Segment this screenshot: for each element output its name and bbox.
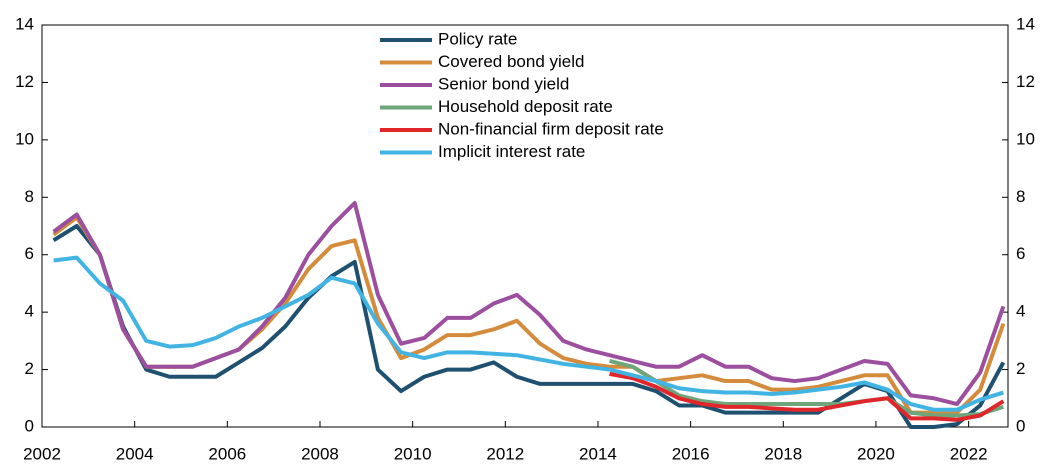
y-tick-label: 2 bbox=[25, 359, 34, 378]
series-line bbox=[52, 224, 1006, 429]
legend-label: Non-financial firm deposit rate bbox=[438, 119, 664, 138]
x-tick-label: 2002 bbox=[23, 444, 61, 463]
x-tick-label: 2012 bbox=[486, 444, 524, 463]
y2-tick-label: 6 bbox=[1016, 244, 1025, 263]
y-tick-label: 0 bbox=[25, 416, 34, 435]
x-tick-label: 2010 bbox=[394, 444, 432, 463]
legend-label: Implicit interest rate bbox=[438, 142, 585, 161]
y-tick-label: 10 bbox=[15, 129, 34, 148]
legend-label: Household deposit rate bbox=[438, 97, 613, 116]
y-tick-label: 12 bbox=[15, 72, 34, 91]
x-tick-label: 2018 bbox=[764, 444, 802, 463]
series-line bbox=[609, 371, 1005, 422]
legend-label: Senior bond yield bbox=[438, 74, 569, 93]
y-tick-label: 4 bbox=[25, 302, 34, 321]
x-tick-label: 2008 bbox=[301, 444, 339, 463]
x-tick-label: 2016 bbox=[672, 444, 710, 463]
legend-label: Policy rate bbox=[438, 29, 517, 48]
y2-tick-label: 10 bbox=[1016, 129, 1035, 148]
y2-tick-label: 8 bbox=[1016, 187, 1025, 206]
plot-frame bbox=[41, 24, 1009, 428]
y2-tick-label: 0 bbox=[1016, 416, 1025, 435]
series-line bbox=[52, 201, 1006, 407]
y-tick-label: 14 bbox=[15, 14, 34, 33]
y2-tick-label: 12 bbox=[1016, 72, 1035, 91]
y2-tick-label: 2 bbox=[1016, 359, 1025, 378]
y-tick-label: 6 bbox=[25, 244, 34, 263]
legend-label: Covered bond yield bbox=[438, 52, 584, 71]
x-tick-label: 2020 bbox=[857, 444, 895, 463]
x-tick-label: 2014 bbox=[579, 444, 617, 463]
series-line bbox=[609, 359, 1004, 418]
x-tick-label: 2006 bbox=[208, 444, 246, 463]
y2-tick-label: 4 bbox=[1016, 302, 1025, 321]
x-tick-label: 2022 bbox=[950, 444, 988, 463]
x-tick-label: 2004 bbox=[116, 444, 154, 463]
series-line bbox=[53, 255, 1004, 412]
y-tick-label: 8 bbox=[25, 187, 34, 206]
y2-tick-label: 14 bbox=[1016, 14, 1035, 33]
